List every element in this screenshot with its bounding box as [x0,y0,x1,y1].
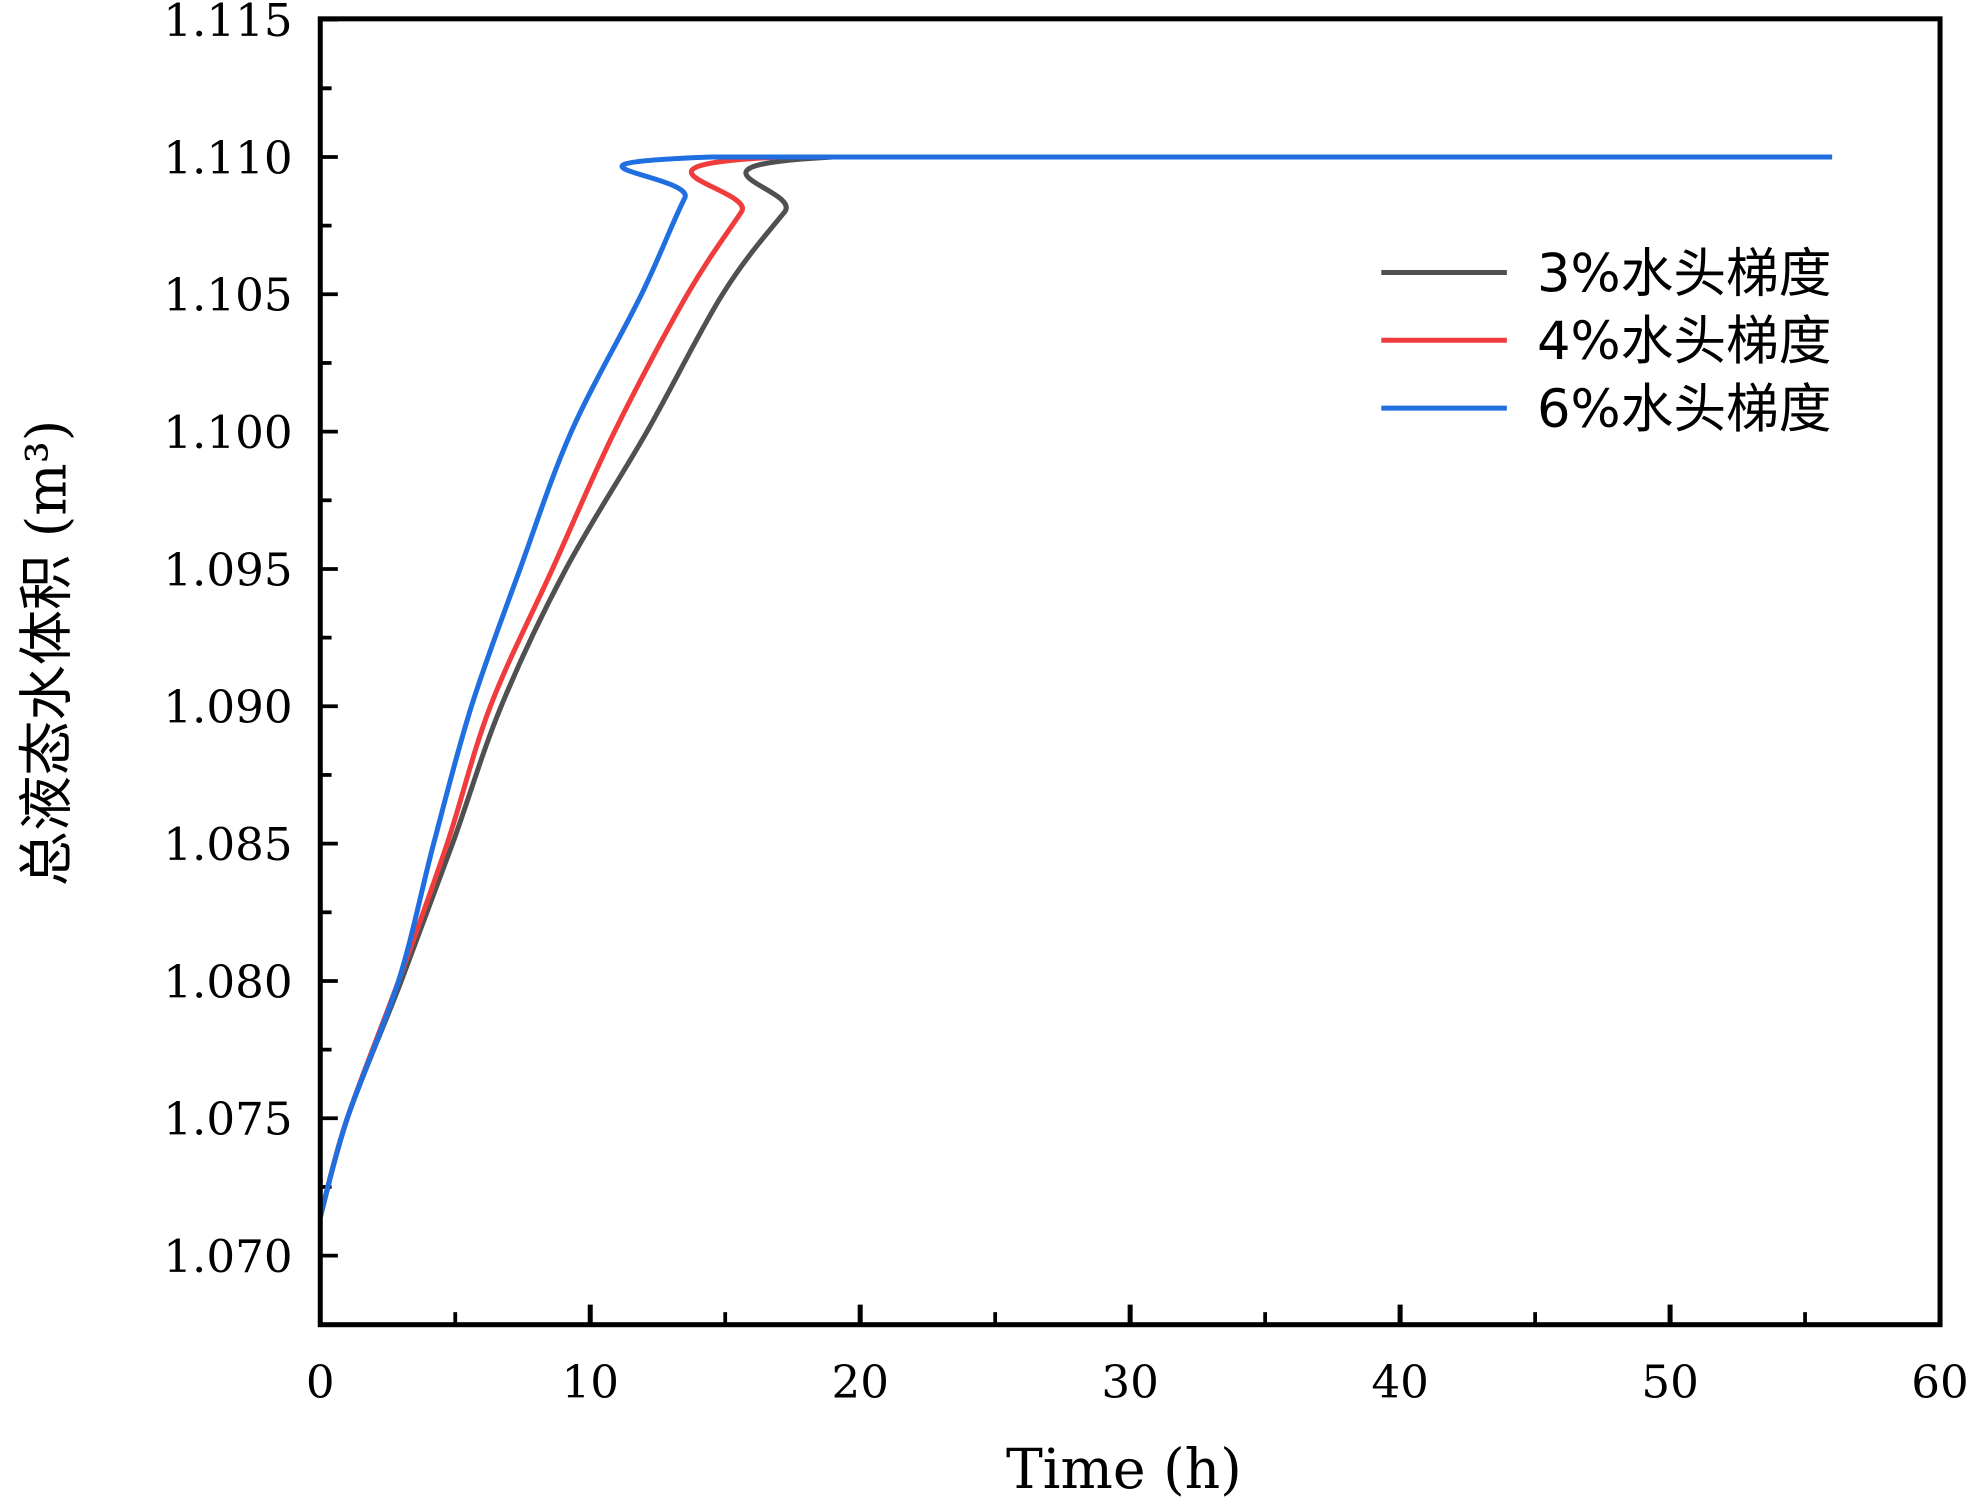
x-tick-label: 50 [1641,1356,1699,1409]
y-tick-label: 1.115 [163,0,292,47]
axis-ticks: 0 10 20 30 40 50 60 1.070 1.075 1.080 1.085 1.090 1.… [163,0,1969,1409]
y-axis-label: 总液态水体积 (m³) [15,420,79,887]
x-tick-label: 20 [831,1356,889,1409]
x-tick-label: 30 [1101,1356,1159,1409]
x-tick-label: 40 [1371,1356,1429,1409]
plot-frame [317,16,1943,1328]
y-tick-label: 1.090 [163,681,292,734]
legend: 3%水头梯度 4%水头梯度 6%水头梯度 [1381,243,1831,440]
x-tick-label: 60 [1911,1356,1969,1409]
y-tick-label: 1.095 [163,543,292,596]
y-tick-label: 1.070 [163,1230,292,1283]
y-tick-label: 1.075 [163,1093,292,1146]
series-line-2 [317,154,1833,1218]
y-tick-label: 1.110 [163,131,292,184]
legend-label: 3%水头梯度 [1537,243,1832,304]
x-axis-label: Time (h) [1006,1438,1242,1502]
x-tick-label: 0 [306,1356,335,1409]
legend-label: 6%水头梯度 [1537,379,1832,440]
x-tick-label: 10 [561,1356,619,1409]
y-tick-label: 1.105 [163,269,292,322]
y-tick-label: 1.100 [163,406,292,459]
legend-label: 4%水头梯度 [1537,311,1832,372]
y-tick-label: 1.085 [163,818,292,871]
y-tick-label: 1.080 [163,955,292,1008]
series-lines [317,154,1833,1218]
